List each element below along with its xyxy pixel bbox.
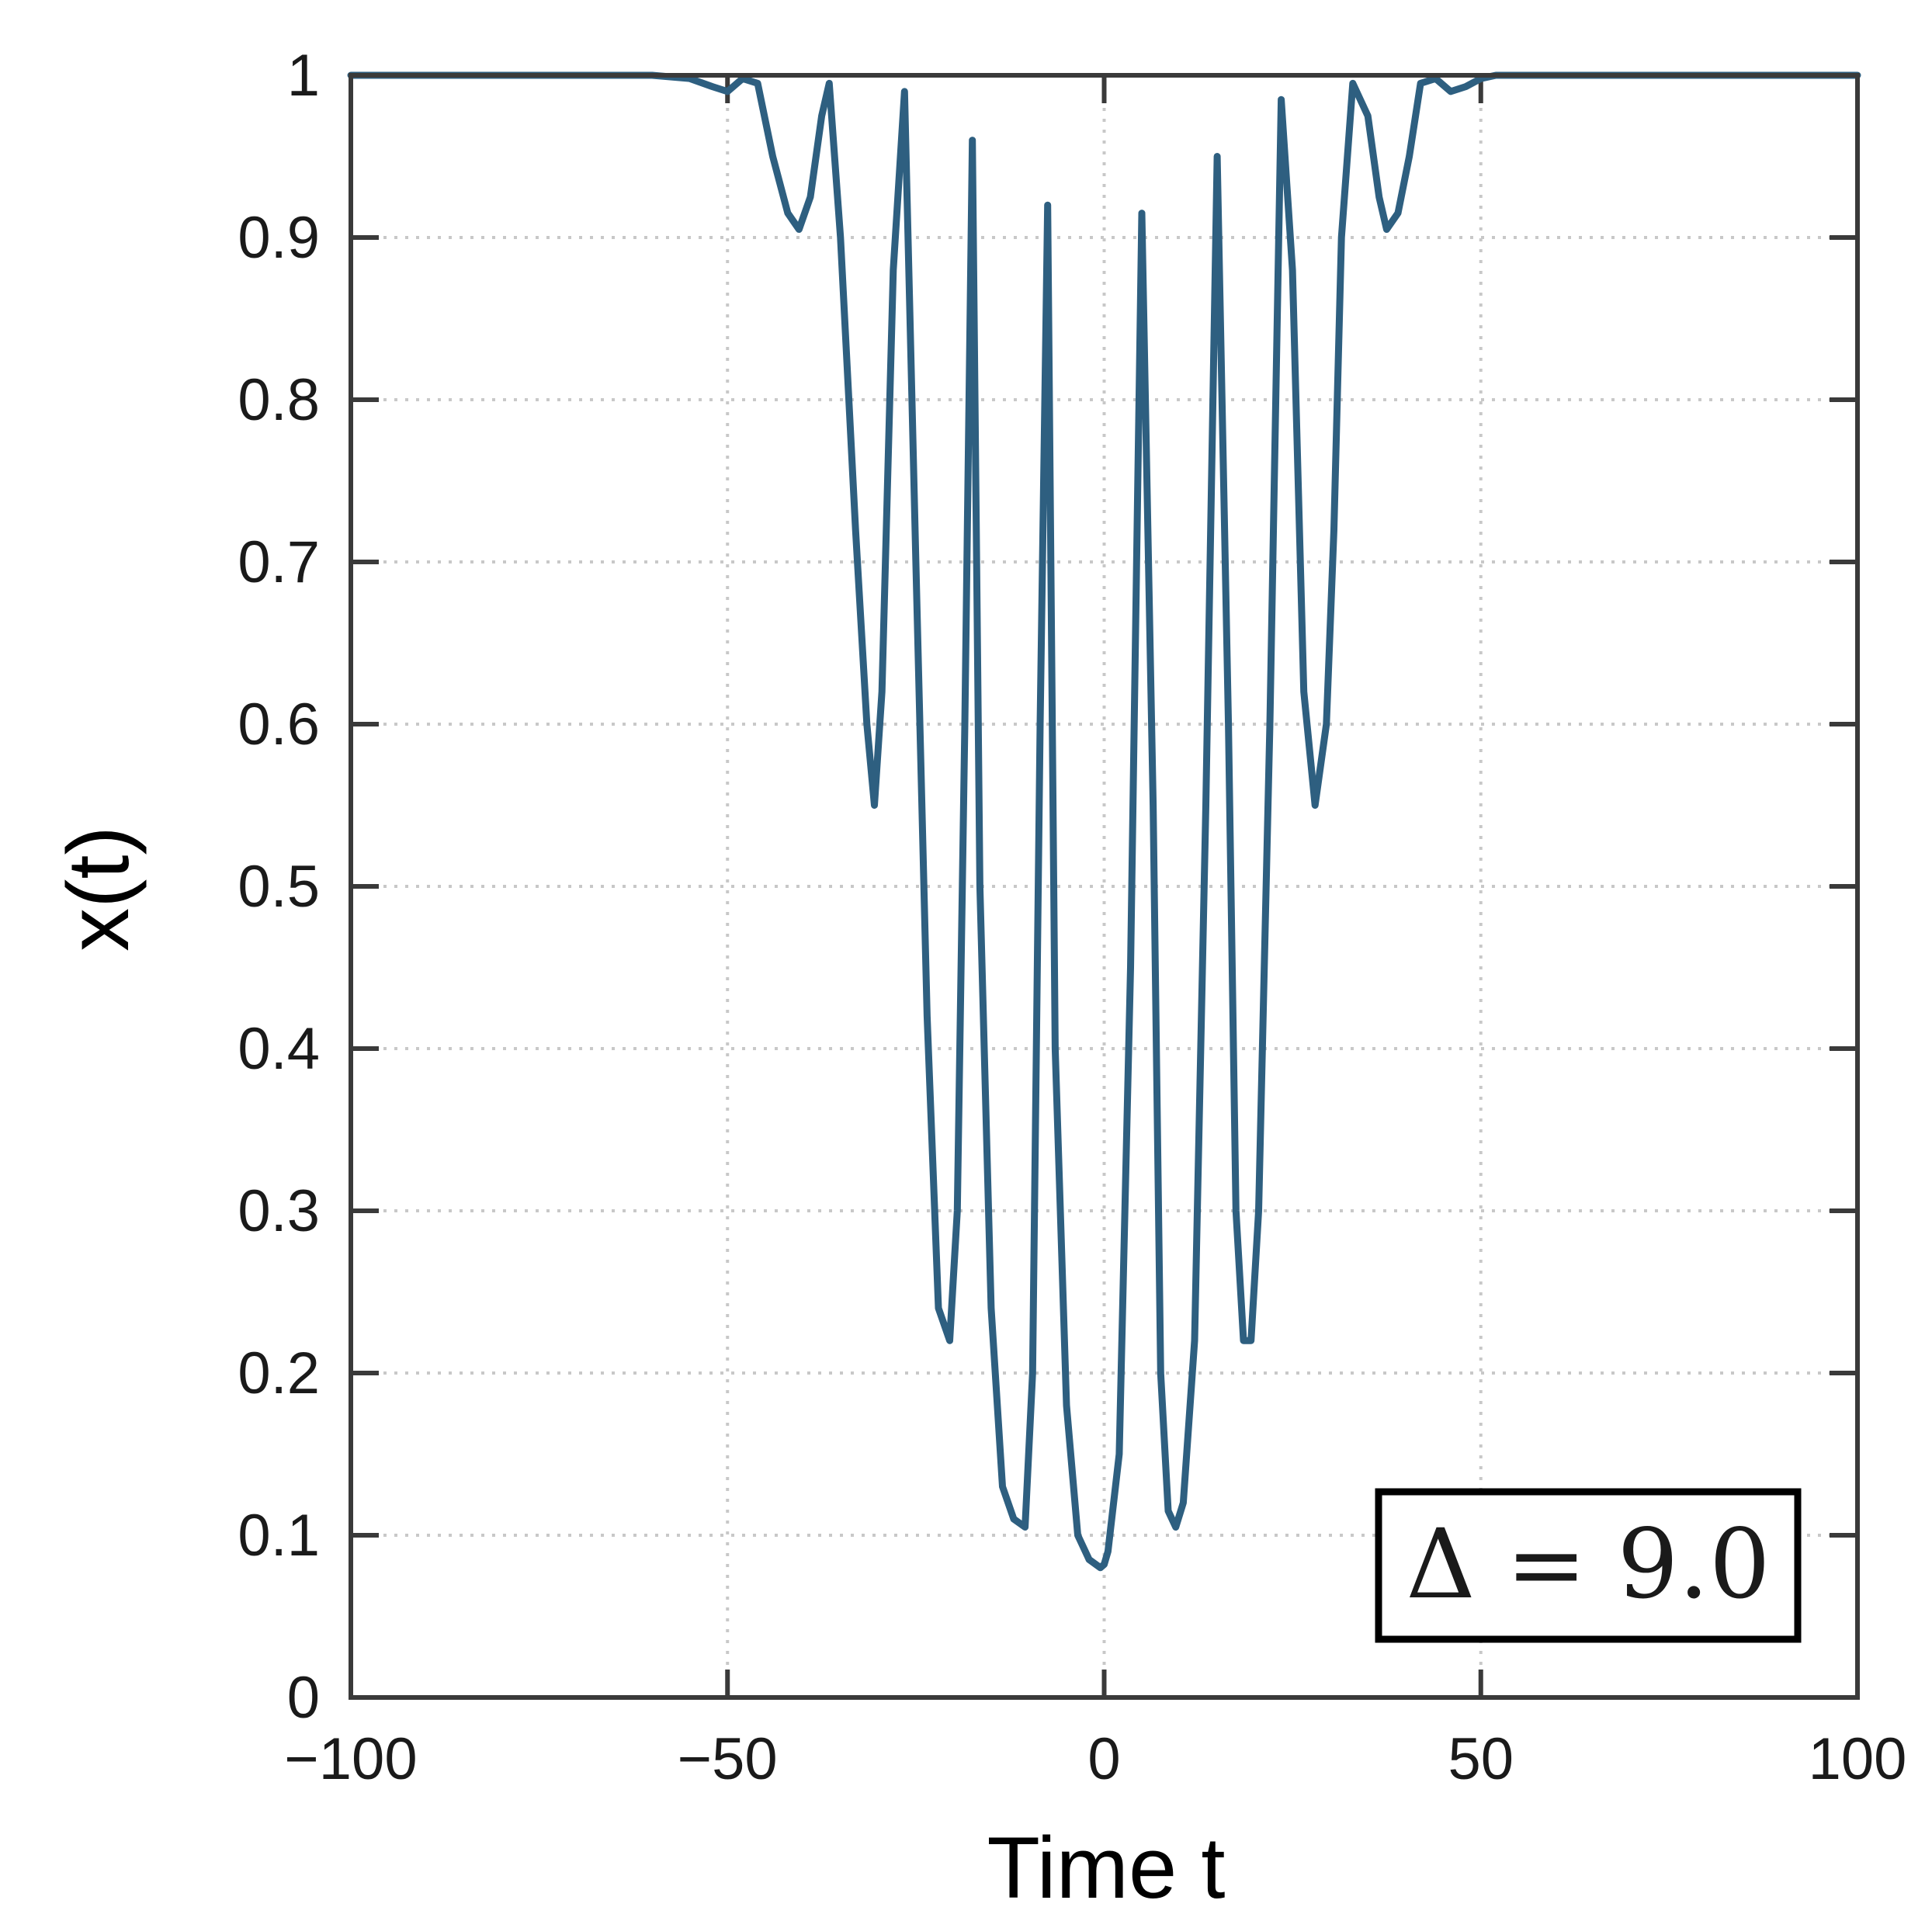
x-tick-label: −100 — [284, 1726, 417, 1792]
y-axis-title: x(t) — [50, 826, 147, 952]
x-tick-label: −50 — [678, 1726, 778, 1792]
y-tick-label: 0.5 — [238, 854, 320, 920]
annotation-text: Δ = 9.0 — [1406, 1509, 1770, 1621]
plot-border — [349, 73, 1860, 1700]
y-tick-label: 0.3 — [238, 1178, 320, 1244]
x-tick-label: 0 — [1087, 1726, 1120, 1792]
x-tick-label: 100 — [1809, 1726, 1907, 1792]
y-tick-label: 1 — [287, 43, 320, 109]
annotation-frame — [1375, 1488, 1802, 1643]
plot-frame — [349, 73, 1860, 1700]
tick-labels: 0 0.1 0.2 0.3 0.4 0.5 0.6 0.7 0.8 0.9 1 −100 −50 0 50 1… — [238, 43, 1906, 1792]
x-axis-title: Time t — [987, 1819, 1226, 1916]
y-tick-label: 0.9 — [238, 205, 320, 271]
y-tick-label: 0.4 — [238, 1016, 320, 1082]
series-line — [347, 71, 1861, 1572]
y-tick-label: 0 — [287, 1665, 320, 1731]
axis-ticks — [349, 73, 1860, 1700]
y-tick-label: 0.7 — [238, 529, 320, 595]
delta-annotation-box: Δ = 9.0 — [1375, 1488, 1802, 1643]
grid — [351, 75, 1857, 1697]
y-tick-label: 0.8 — [238, 367, 320, 433]
y-tick-label: 0.2 — [238, 1340, 320, 1406]
y-tick-label: 0.1 — [238, 1503, 320, 1569]
series-layer — [347, 71, 1861, 1572]
x-tick-label: 50 — [1448, 1726, 1514, 1792]
y-tick-label: 0.6 — [238, 692, 320, 758]
